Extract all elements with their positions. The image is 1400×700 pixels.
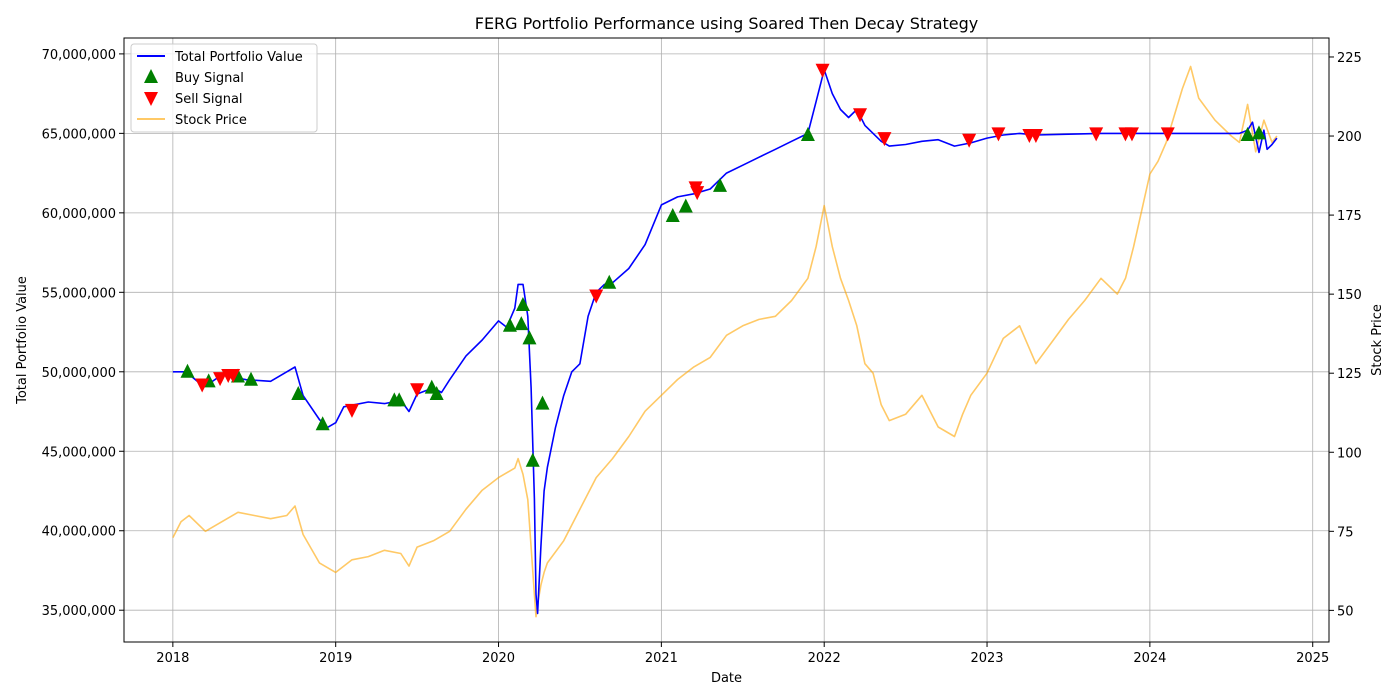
y2-tick-label: 75	[1337, 525, 1354, 540]
buy-signal-marker	[392, 392, 407, 407]
x-tick-label: 2019	[319, 651, 352, 666]
sell-signal-marker	[815, 63, 830, 78]
sell-signal-marker	[213, 372, 228, 387]
buy-signal-marker	[180, 363, 195, 378]
x-tick-label: 2023	[970, 651, 1003, 666]
y2-tick-label: 100	[1337, 446, 1362, 461]
sell-signal-marker	[853, 108, 868, 123]
y2-axis-label: Stock Price	[1370, 304, 1385, 376]
x-tick-label: 2018	[156, 651, 189, 666]
legend-sell-label: Sell Signal	[175, 92, 243, 107]
y-tick-label: 65,000,000	[42, 127, 116, 142]
stock-price-line	[172, 65, 1278, 618]
sell-signal-marker	[877, 132, 892, 147]
buy-signal-marker	[665, 208, 680, 223]
y2-tick-label: 200	[1337, 130, 1362, 145]
buy-signal-marker	[602, 274, 617, 289]
x-tick-label: 2022	[808, 651, 841, 666]
buy-signal-marker	[678, 198, 693, 213]
buy-signal-marker	[712, 177, 727, 192]
buy-signal-marker	[800, 126, 815, 141]
x-tick-label: 2025	[1296, 651, 1329, 666]
buy-signal-marker	[535, 395, 550, 410]
legend-portfolio-label: Total Portfolio Value	[174, 50, 303, 65]
sell-signal-marker	[410, 383, 425, 398]
buy-signal-marker	[502, 317, 517, 332]
legend: Total Portfolio Value Buy Signal Sell Si…	[130, 43, 318, 133]
sell-signal-marker	[1160, 127, 1175, 142]
y2-tick-label: 150	[1337, 288, 1362, 303]
y-tick-label: 60,000,000	[42, 207, 116, 222]
tick-layer: 2018 2019 2020 2021 2022 2023 2024 2025 35,000,0…	[42, 48, 1362, 666]
portfolio-layer	[172, 69, 1278, 615]
y-axis-label: Total Portfolio Value	[15, 276, 30, 405]
buy-signal-marker	[429, 386, 444, 401]
y2-tick-label: 175	[1337, 209, 1362, 224]
sell-signal-marker	[589, 289, 604, 304]
legend-sell-swatch	[144, 92, 158, 106]
portfolio-value-line	[172, 69, 1278, 615]
sell-signal-marker	[1028, 128, 1043, 143]
plot-frame	[123, 37, 1330, 643]
legend-buy-swatch	[144, 69, 158, 83]
y-tick-label: 50,000,000	[42, 366, 116, 381]
y2-tick-label: 50	[1337, 604, 1354, 619]
sell-signal-marker	[344, 403, 359, 418]
buy-signal-marker	[522, 330, 537, 345]
y-tick-label: 70,000,000	[42, 48, 116, 63]
buy-signal-marker	[525, 452, 540, 467]
buy-signal-marker	[1240, 126, 1255, 141]
legend-box	[130, 43, 318, 133]
y-tick-label: 45,000,000	[42, 445, 116, 460]
x-tick-label: 2024	[1133, 651, 1166, 666]
sell-signal-marker	[195, 378, 210, 393]
sell-signal-marker	[690, 186, 705, 201]
legend-buy-label: Buy Signal	[175, 71, 244, 86]
y-tick-label: 55,000,000	[42, 286, 116, 301]
y2-tick-label: 225	[1337, 51, 1362, 66]
x-tick-label: 2021	[645, 651, 678, 666]
buy-signal-marker	[315, 416, 330, 431]
buy-signal-marker	[515, 297, 530, 312]
buy-signal-marker	[244, 371, 259, 386]
sell-signal-marker	[1089, 127, 1104, 142]
stock-price-layer	[172, 65, 1278, 618]
sell-signal-marker	[962, 133, 977, 148]
signal-markers-layer	[180, 63, 1266, 467]
sell-signal-marker	[991, 127, 1006, 142]
buy-signal-marker	[291, 386, 306, 401]
buy-signal-marker	[514, 316, 529, 331]
x-axis-label: Date	[711, 671, 742, 686]
y2-tick-label: 125	[1337, 367, 1362, 382]
buy-signal-marker	[1251, 125, 1266, 140]
y-tick-label: 40,000,000	[42, 525, 116, 540]
legend-stock-label: Stock Price	[175, 113, 247, 128]
chart-title: FERG Portfolio Performance using Soared …	[475, 14, 979, 33]
sell-signal-marker	[1124, 127, 1139, 142]
x-tick-label: 2020	[482, 651, 515, 666]
sell-signal-marker	[226, 368, 241, 383]
y-tick-label: 35,000,000	[42, 604, 116, 619]
